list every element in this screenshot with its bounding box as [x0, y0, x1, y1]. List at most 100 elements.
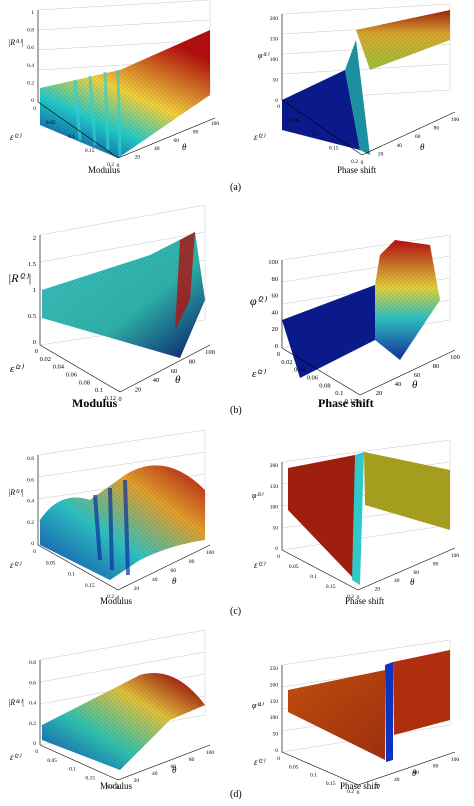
y-tick-label: 0.04	[294, 367, 306, 374]
z-tick-label: 0.4	[27, 63, 34, 69]
x-tick-label: 60	[173, 138, 179, 144]
caption-a-left: Modulus	[88, 165, 121, 175]
x-tick-label: 40	[394, 777, 400, 783]
caption-b-right: Phase shift	[318, 396, 374, 410]
y-axis-label: ε⁽²⁾	[10, 560, 21, 570]
z-tick-label: 0.5	[28, 313, 36, 320]
z-axis-label: |R⁽¹⁾|	[8, 38, 24, 47]
y-tick-label: 0.2	[107, 594, 114, 600]
z-tick-label: 50	[273, 78, 279, 84]
y-axis-label: ε⁽²⁾	[254, 132, 265, 142]
x-tick-label: 40	[153, 377, 160, 384]
z-axis-label: φ⁽²⁾	[250, 294, 267, 308]
x-tick-label: 20	[375, 587, 381, 593]
panel-b-left	[39, 204, 211, 393]
caption-b-left: Modulus	[72, 396, 118, 410]
x-tick-label: 100	[451, 117, 460, 123]
z-tick-label: 100	[270, 505, 279, 511]
z-tick-label: 0	[33, 741, 36, 747]
y-tick-label: 0	[277, 104, 280, 110]
y-axis-label: ε⁽²⁾	[10, 752, 21, 762]
z-tick-label: 200	[270, 16, 279, 22]
x-tick-label: 100	[206, 750, 215, 756]
y-tick-label: 0.2	[351, 159, 358, 165]
x-tick-label: 20	[134, 778, 140, 784]
z-tick-label: 0.2	[29, 721, 36, 727]
x-tick-label: 0	[361, 160, 364, 166]
x-tick-label: 60	[413, 570, 419, 576]
y-tick-label: 0.12	[345, 398, 356, 405]
y-tick-label: 0	[277, 554, 280, 560]
caption-c-right: Phase shift	[345, 596, 385, 606]
z-tick-label: 0	[31, 541, 34, 547]
x-tick-label: 0	[357, 595, 360, 601]
y-tick-label: 0.08	[79, 379, 90, 386]
z-tick-label: 150	[270, 484, 279, 490]
x-tick-label: 60	[415, 134, 421, 140]
x-tick-label: 60	[170, 568, 176, 574]
z-axis-label: φ⁽³⁾	[252, 491, 264, 500]
z-tick-label: 0	[275, 343, 278, 350]
y-tick-label: 0.06	[66, 372, 78, 379]
y-tick-label: 0.12	[105, 395, 116, 402]
z-tick-label: 200	[270, 682, 279, 688]
x-axis-label: θ	[175, 374, 181, 386]
y-tick-label: 0.05	[290, 118, 300, 124]
z-axis-label: |R⁽⁴⁾|	[8, 698, 24, 707]
z-axis-label: |R⁽²⁾|	[8, 271, 31, 285]
z-tick-label: 0.4	[27, 499, 34, 505]
y-tick-label: 0	[33, 106, 36, 112]
z-axis-label: φ⁽⁴⁾	[252, 701, 264, 710]
y-tick-label: 0.1	[310, 574, 317, 580]
y-tick-label: 0	[35, 348, 38, 355]
z-tick-label: 20	[272, 326, 279, 333]
z-tick-label: 50	[273, 525, 279, 531]
z-axis-label: φ⁽¹⁾	[258, 51, 270, 60]
y-tick-label: 0.1	[310, 773, 317, 779]
y-tick-label: 0.2	[347, 594, 354, 600]
z-tick-label: 60	[272, 293, 279, 300]
x-tick-label: 60	[170, 764, 176, 770]
y-tick-label: 0.1	[95, 387, 103, 394]
z-tick-label: 100	[268, 259, 278, 266]
x-tick-label: 80	[433, 764, 439, 770]
x-tick-label: 100	[206, 550, 215, 556]
row-label-d: (d)	[230, 789, 242, 800]
y-tick-label: 0.15	[326, 584, 336, 590]
x-tick-label: 40	[394, 578, 400, 584]
y-axis-label: ε⁽²⁾	[10, 132, 21, 142]
y-tick-label: 0.04	[53, 364, 65, 371]
y-tick-label: 0.02	[281, 359, 292, 366]
z-tick-label: 150	[270, 37, 279, 43]
y-tick-label: 0.05	[47, 758, 57, 764]
y-axis-label: ε⁽²⁾	[254, 757, 265, 767]
x-tick-label: 20	[378, 151, 384, 157]
y-tick-label: 0.05	[46, 120, 56, 126]
y-tick-label: 0.05	[46, 560, 56, 566]
y-axis-label: ε⁽²⁾	[10, 363, 24, 375]
panel-a-right	[281, 3, 456, 156]
row-label-b: (b)	[230, 405, 242, 416]
z-tick-label: 1	[31, 10, 34, 16]
y-tick-label: 0.1	[312, 132, 319, 138]
y-tick-label: 0.06	[307, 375, 319, 382]
x-tick-label: 100	[451, 757, 460, 763]
y-tick-label: 0.05	[289, 564, 299, 570]
z-tick-label: 0	[33, 339, 36, 346]
caption-a-right: Phase shift	[337, 165, 377, 175]
y-axis-label: ε⁽²⁾	[254, 560, 265, 570]
caption-c-left: Modulus	[100, 596, 133, 606]
panel-b-right	[281, 234, 456, 396]
x-tick-label: 40	[152, 771, 158, 777]
y-tick-label: 0	[35, 749, 38, 755]
x-tick-label: 80	[433, 561, 439, 567]
z-tick-label: 0.8	[27, 28, 34, 34]
z-tick-label: 0.8	[27, 456, 34, 462]
y-tick-label: 0.15	[326, 781, 336, 787]
x-tick-label: 20	[135, 387, 142, 394]
row-label-a: (a)	[230, 182, 242, 193]
z-tick-label: 0	[275, 546, 278, 552]
y-tick-label: 0.1	[69, 767, 76, 773]
caption-d-right: Phase shift	[340, 781, 380, 791]
